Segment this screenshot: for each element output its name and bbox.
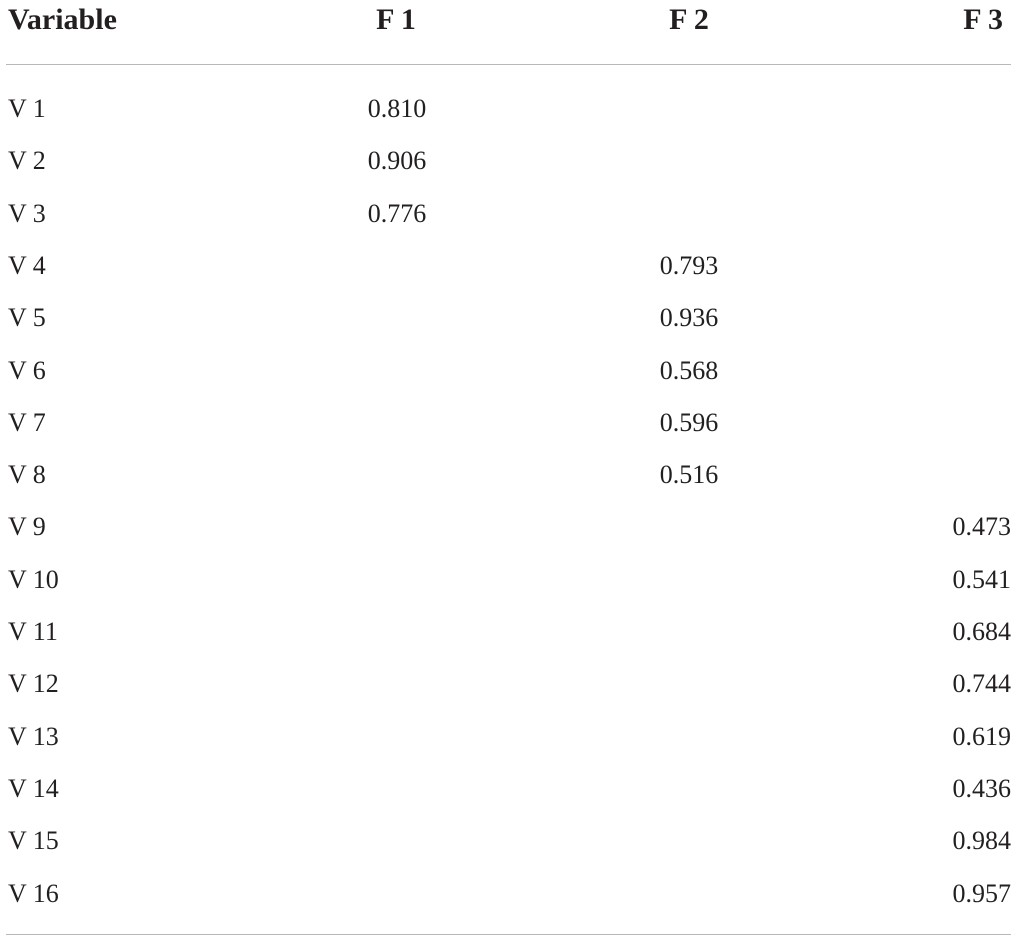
loading-value: 0.906 [367, 146, 427, 176]
row-label: V 4 [8, 250, 46, 280]
loading-value: 0.596 [659, 407, 719, 437]
column-header: F 3 [963, 3, 1003, 36]
bottom-rule [6, 934, 1011, 935]
row-label: V 10 [8, 564, 59, 594]
row-label: V 6 [8, 355, 46, 385]
row-label: V 7 [8, 407, 46, 437]
row-label: V 9 [8, 512, 46, 542]
loading-value: 0.619 [952, 721, 1012, 751]
row-label: V 2 [8, 146, 46, 176]
loading-value: 0.744 [952, 669, 1012, 699]
row-label: V 16 [8, 878, 59, 908]
column-header: Variable [8, 3, 117, 36]
column-header: F 1 [376, 3, 416, 36]
row-label: V 12 [8, 669, 59, 699]
row-label: V 8 [8, 460, 46, 490]
loading-value: 0.810 [367, 94, 427, 123]
loading-value: 0.684 [952, 617, 1012, 646]
row-label: V 5 [8, 303, 46, 333]
row-label: V 3 [8, 198, 46, 228]
loading-value: 0.984 [952, 826, 1012, 856]
loading-value: 0.516 [659, 460, 719, 490]
header-rule [6, 64, 1011, 65]
loading-value: 0.936 [659, 303, 719, 333]
row-label: V 15 [8, 826, 59, 856]
loading-value: 0.957 [952, 878, 1012, 908]
row-label: V 11 [8, 617, 58, 646]
loading-value: 0.541 [952, 564, 1012, 594]
column-header: F 2 [669, 3, 709, 36]
loading-value: 0.568 [659, 355, 719, 385]
loading-value: 0.793 [659, 250, 719, 280]
loading-value: 0.776 [367, 198, 427, 228]
row-label: V 14 [8, 773, 59, 803]
row-label: V 1 [8, 94, 46, 123]
loading-value: 0.473 [952, 512, 1012, 542]
row-label: V 13 [8, 721, 59, 751]
loading-value: 0.436 [952, 773, 1012, 803]
